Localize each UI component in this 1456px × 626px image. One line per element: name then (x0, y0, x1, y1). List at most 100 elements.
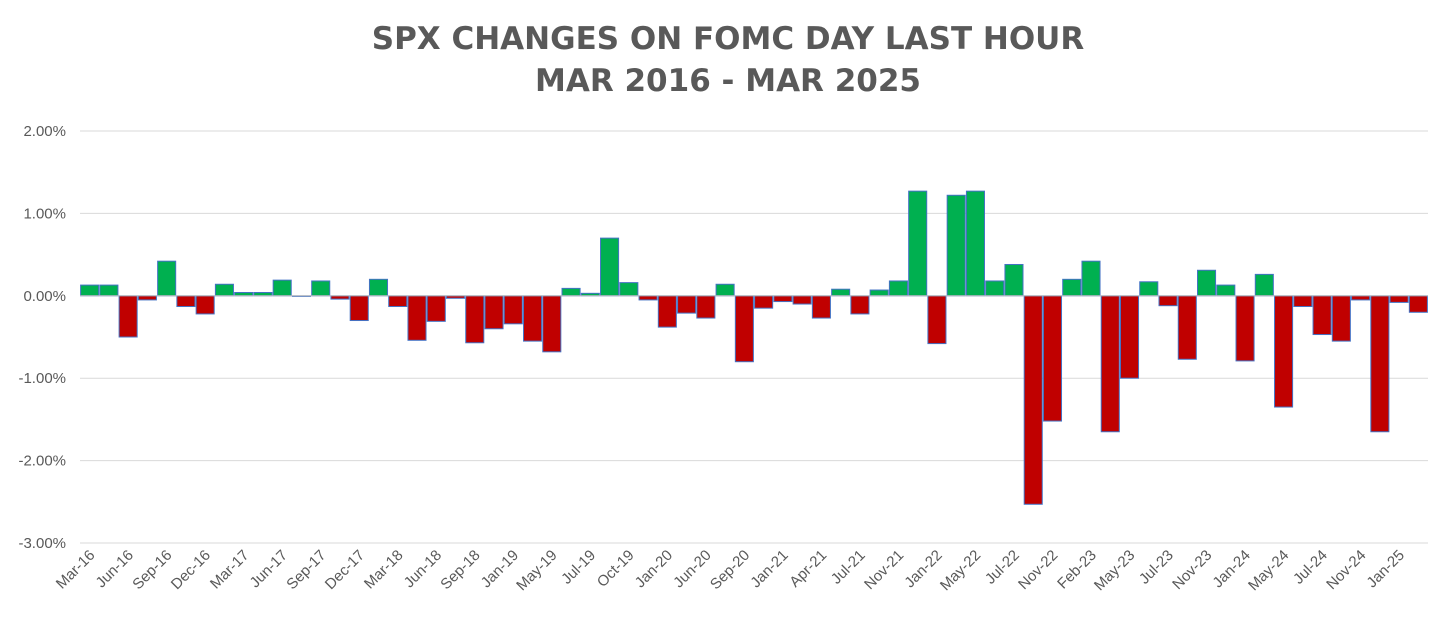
x-tick-label: Jul-19 (558, 547, 599, 588)
bar (99, 284, 119, 297)
x-tick-label: Sep-17 (283, 547, 329, 593)
x-tick-label: May-24 (1245, 547, 1292, 594)
x-tick-label: Jun-20 (670, 547, 714, 591)
bar (677, 295, 697, 314)
x-tick-label: Mar-16 (53, 547, 99, 593)
y-tick-label: -1.00% (18, 370, 66, 387)
chart-subtitle: MAR 2016 - MAR 2025 (534, 63, 922, 99)
bar (831, 288, 851, 297)
bar (1119, 295, 1140, 379)
x-tick-label: Sep-16 (129, 547, 175, 593)
x-tick-label: Dec-17 (322, 547, 368, 593)
bar (1389, 295, 1409, 303)
bar (368, 278, 389, 297)
x-tick-label: Dec-16 (168, 547, 214, 593)
bar (1197, 269, 1217, 297)
x-tick-label: Jun-18 (401, 547, 445, 591)
bar (946, 194, 966, 297)
x-tick-label: May-19 (513, 547, 560, 594)
x-tick-label: Jun-16 (93, 547, 137, 591)
x-tick-label: May-22 (937, 547, 984, 594)
bar (638, 295, 658, 301)
bar (1216, 284, 1236, 297)
x-tick-label: Jun-17 (247, 547, 291, 591)
bar (349, 295, 369, 322)
bar (118, 295, 138, 338)
bar (214, 283, 234, 297)
x-tick-label: Sep-20 (707, 547, 753, 593)
x-tick-label: Nov-21 (861, 547, 907, 593)
bar (965, 190, 985, 297)
y-tick-label: -2.00% (18, 453, 66, 470)
y-tick-label: 1.00% (23, 205, 66, 222)
bar (1351, 295, 1371, 301)
bar (503, 295, 523, 325)
bar (1293, 295, 1313, 308)
x-tick-label: Oct-19 (594, 547, 638, 591)
bar (1062, 278, 1082, 297)
bar (137, 295, 157, 301)
bar (465, 295, 485, 344)
x-tick-label: Jan-20 (632, 547, 676, 591)
bar (1004, 263, 1024, 297)
bar (927, 295, 947, 345)
chart-title: SPX CHANGES ON FOMC DAY LAST HOUR (371, 21, 1085, 57)
bar (561, 287, 581, 297)
bar (1370, 295, 1390, 433)
bar (754, 295, 774, 309)
bar (696, 295, 716, 319)
bar (1100, 295, 1120, 433)
bar (176, 295, 196, 308)
bar (985, 280, 1005, 297)
bar (657, 295, 677, 328)
bar (311, 280, 331, 297)
bar (542, 295, 562, 353)
bar (1139, 281, 1159, 297)
bar (811, 295, 831, 319)
bar (1235, 295, 1255, 362)
bar (1408, 295, 1428, 313)
bar (1042, 295, 1063, 422)
bar (407, 295, 427, 341)
y-tick-label: -3.00% (18, 535, 66, 552)
bar (1081, 260, 1101, 297)
x-tick-label: Nov-22 (1015, 547, 1061, 593)
bar (484, 295, 504, 330)
bar (869, 289, 889, 297)
bar (888, 280, 908, 297)
bar (850, 295, 870, 315)
bar (715, 283, 735, 297)
bar (1274, 295, 1294, 408)
x-tick-label: Sep-18 (437, 547, 483, 593)
bar (908, 190, 928, 297)
x-tick-label: Jan-25 (1363, 547, 1407, 591)
bar (619, 282, 639, 297)
x-tick-label: May-23 (1091, 547, 1138, 594)
bar (792, 295, 812, 305)
bar (388, 295, 408, 308)
bar (523, 295, 543, 342)
bar (1023, 295, 1043, 505)
bar (426, 295, 446, 322)
bar (1254, 273, 1274, 297)
bar (1158, 295, 1178, 307)
x-tick-label: Mar-18 (361, 547, 407, 593)
chart-title-block: SPX CHANGES ON FOMC DAY LAST HOUR MAR 20… (0, 18, 1456, 102)
bar (1312, 295, 1332, 336)
bar (1177, 295, 1197, 360)
bar (1331, 295, 1351, 342)
bar (80, 284, 100, 297)
x-tick-label: Jan-21 (747, 547, 791, 591)
x-tick-label: Nov-23 (1169, 547, 1215, 593)
y-tick-label: 2.00% (23, 123, 66, 140)
x-tick-label: Nov-24 (1323, 547, 1369, 593)
bar (773, 295, 793, 303)
bar (734, 295, 754, 363)
y-tick-label: 0.00% (23, 288, 66, 305)
bar (272, 279, 292, 297)
bar (195, 295, 215, 315)
x-tick-label: Mar-17 (207, 547, 253, 593)
x-tick-label: Apr-21 (786, 547, 830, 591)
